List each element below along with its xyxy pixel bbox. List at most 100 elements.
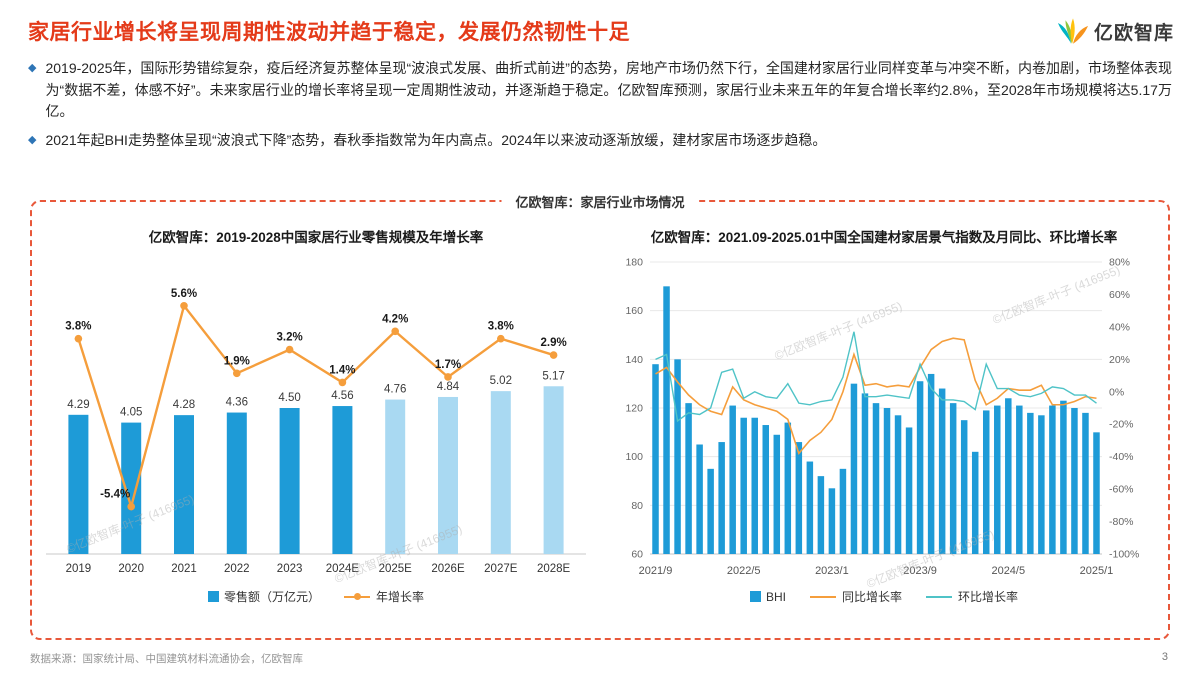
bhi-bar [894, 415, 902, 554]
retail-bar [332, 406, 353, 554]
right-axis-tick-label: -40% [1109, 451, 1134, 463]
legend-item-growth: 年增长率 [344, 588, 424, 605]
bhi-bar [1016, 405, 1023, 554]
page-title: 家居行业增长将呈现周期性波动并趋于稳定，发展仍然韧性十足 [28, 21, 630, 44]
bhi-bar [861, 393, 869, 554]
bar-value-label: 5.02 [490, 375, 512, 387]
legend-item-bhi: BHI [749, 589, 786, 604]
bar-value-label: 4.76 [384, 384, 406, 396]
x-tick-label: 2025/1 [1080, 565, 1114, 577]
growth-point [391, 327, 400, 336]
x-tick-label: 2028E [537, 563, 571, 575]
bar-value-label: 4.56 [331, 390, 353, 402]
retail-chart-title: 亿欧智库：2019-2028中国家居行业零售规模及年增长率 [148, 230, 484, 245]
bhi-chart-legend: BHI 同比增长率 环比增长率 [749, 588, 1019, 605]
growth-point [497, 334, 505, 343]
left-axis-tick-label: 180 [625, 257, 643, 269]
chart-box-label: 亿欧智库：家居行业市场情况 [501, 192, 699, 211]
right-axis-tick-label: 60% [1109, 289, 1130, 301]
logo-text: 亿欧智库 [1093, 23, 1174, 44]
logo: 亿欧智库 [1057, 18, 1174, 45]
bar-value-label: 4.84 [437, 381, 460, 393]
x-tick-label: 2022/5 [727, 565, 761, 577]
growth-value-label: 4.2% [382, 313, 408, 325]
growth-point [127, 502, 135, 511]
legend-label: 同比增长率 [841, 590, 902, 604]
bhi-bar [1082, 412, 1089, 554]
growth-point [338, 378, 347, 387]
x-tick-label: 2027E [484, 563, 518, 575]
legend-label: BHI [765, 589, 786, 604]
bhi-bar [696, 444, 703, 554]
growth-value-label: -5.4% [100, 489, 130, 501]
bhi-bar [806, 461, 814, 554]
growth-value-label: 5.6% [171, 288, 197, 300]
bhi-bar [872, 403, 880, 554]
left-axis-tick-label: 160 [625, 305, 643, 317]
x-tick-label: 2023/9 [903, 565, 937, 577]
bhi-bar [652, 364, 659, 554]
growth-point [285, 345, 294, 354]
chart-box: 亿欧智库：家居行业市场情况 亿欧智库：2019-2028中国家居行业零售规模及年… [30, 192, 1170, 640]
growth-value-label: 1.9% [224, 355, 250, 367]
footer: 数据来源：国家统计局、中国建筑材料流通协会，亿欧智库 3 [30, 651, 1168, 666]
retail-bar [174, 415, 194, 554]
bhi-chart-panel: 亿欧智库：2021.09-2025.01中国全国建材家居景气指数及月同比、环比增… [600, 202, 1168, 638]
bhi-bar [729, 405, 736, 554]
growth-value-label: 3.2% [276, 332, 302, 344]
bhi-bar [740, 417, 747, 554]
bullet-diamond-icon: ◆ [28, 62, 37, 74]
header: 家居行业增长将呈现周期性波动并趋于稳定，发展仍然韧性十足 亿欧智库 [0, 0, 1200, 46]
right-axis-tick-label: -20% [1109, 419, 1134, 431]
bullet-list: ◆ 2019-2025年，国际形势错综复杂，疫后经济复苏整体呈现“波浪式发展、曲… [0, 46, 1200, 152]
retail-bar [490, 391, 511, 554]
retail-bar [279, 408, 300, 554]
right-axis-tick-label: 80% [1109, 257, 1130, 269]
bhi-bar [982, 410, 990, 554]
bhi-bar [916, 381, 924, 554]
charts-row: 亿欧智库：2019-2028中国家居行业零售规模及年增长率 4.29 2019 4.… [32, 202, 1168, 638]
bhi-chart: 60 80 100 120 140 160 180 -100% -80% -60% -40% -20%… [625, 257, 1139, 578]
right-axis-tick-label: -60% [1109, 484, 1134, 496]
x-tick-label: 2023/1 [815, 565, 849, 577]
left-axis-tick-label: 60 [631, 549, 643, 561]
retail-bar [543, 386, 564, 554]
retail-bar [438, 396, 458, 554]
bullet-item: ◆ 2021年起BHI走势整体呈现“波浪式下降”态势，春秋季指数常为年内高点。2… [28, 130, 1172, 152]
x-tick-label: 2023 [277, 563, 303, 575]
page-number: 3 [1161, 651, 1168, 663]
bhi-bar [795, 442, 803, 554]
growth-point [233, 369, 241, 378]
left-axis-tick-label: 80 [631, 500, 643, 512]
bullet-diamond-icon: ◆ [28, 134, 37, 147]
bar-value-label: 4.29 [67, 399, 89, 411]
legend-label: 环比增长率 [958, 590, 1019, 604]
retail-bar [121, 422, 142, 554]
bhi-bar [784, 422, 792, 554]
bhi-bar [762, 425, 770, 554]
bhi-bar [883, 408, 891, 554]
logo-icon [1057, 18, 1089, 44]
growth-value-label: 2.9% [540, 337, 566, 349]
bhi-bar [949, 403, 957, 554]
right-axis-tick-label: 20% [1109, 354, 1130, 366]
line-swatch-icon [926, 595, 952, 598]
bhi-bar [707, 468, 714, 554]
growth-value-label: 1.4% [329, 364, 355, 376]
bullet-item: ◆ 2019-2025年，国际形势错综复杂，疫后经济复苏整体呈现“波浪式发展、曲… [28, 58, 1172, 123]
bhi-bar [927, 373, 935, 554]
bhi-chart-title: 亿欧智库：2021.09-2025.01中国全国建材家居景气指数及月同比、环比增… [650, 230, 1118, 245]
bar-swatch-icon [749, 591, 761, 602]
bhi-bar [663, 286, 670, 554]
x-tick-label: 2022 [224, 563, 250, 575]
x-tick-label: 2019 [66, 563, 92, 575]
x-tick-label: 2026E [431, 563, 465, 575]
bhi-bar [1071, 408, 1078, 554]
bar-value-label: 4.50 [278, 392, 300, 404]
right-axis-tick-label: 0% [1109, 386, 1124, 398]
line-swatch-icon [809, 595, 836, 598]
data-source: 数据来源：国家统计局、中国建筑材料流通协会，亿欧智库 [30, 653, 303, 665]
bhi-bar [1027, 412, 1034, 554]
x-tick-label: 2024E [326, 563, 360, 575]
